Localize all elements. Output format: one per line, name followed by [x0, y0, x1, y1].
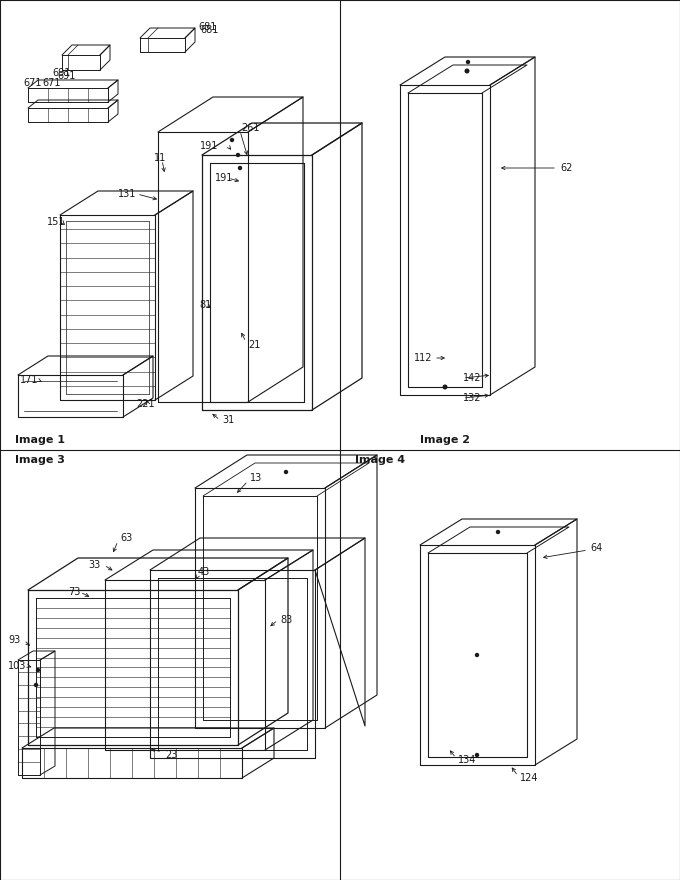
- Text: 103: 103: [8, 661, 27, 671]
- Text: 191: 191: [200, 141, 218, 151]
- Text: 681: 681: [200, 25, 218, 35]
- Text: 671: 671: [24, 78, 42, 88]
- Text: 171: 171: [20, 375, 39, 385]
- Text: 134: 134: [458, 755, 477, 765]
- Circle shape: [443, 385, 447, 389]
- Circle shape: [475, 753, 479, 757]
- Text: 21: 21: [248, 340, 260, 350]
- Text: 23: 23: [165, 750, 177, 760]
- Text: 64: 64: [590, 543, 602, 553]
- Text: 261: 261: [241, 123, 260, 133]
- Circle shape: [475, 654, 479, 656]
- Text: 73: 73: [68, 587, 80, 597]
- Text: 83: 83: [280, 615, 292, 625]
- Text: 62: 62: [560, 163, 573, 173]
- Circle shape: [496, 531, 500, 533]
- Circle shape: [37, 669, 39, 671]
- Text: 151: 151: [47, 217, 65, 227]
- Circle shape: [237, 153, 239, 157]
- Circle shape: [35, 684, 37, 686]
- Circle shape: [465, 70, 469, 73]
- Text: 13: 13: [250, 473, 262, 483]
- Text: 81: 81: [199, 300, 211, 310]
- Circle shape: [231, 138, 233, 142]
- Text: Image 1: Image 1: [15, 435, 65, 445]
- Text: 43: 43: [198, 567, 210, 577]
- Text: 112: 112: [413, 353, 432, 363]
- Text: 132: 132: [463, 393, 481, 403]
- Text: 124: 124: [520, 773, 539, 783]
- Circle shape: [239, 166, 241, 170]
- Text: 191: 191: [215, 173, 233, 183]
- Text: Image 4: Image 4: [355, 455, 405, 465]
- Text: Image 3: Image 3: [15, 455, 65, 465]
- Circle shape: [284, 471, 288, 473]
- Text: 93: 93: [8, 635, 20, 645]
- Circle shape: [466, 61, 469, 63]
- Text: 671: 671: [42, 78, 61, 88]
- Text: 142: 142: [463, 373, 481, 383]
- Text: Image 2: Image 2: [420, 435, 470, 445]
- Text: 63: 63: [120, 533, 132, 543]
- Text: 31: 31: [222, 415, 234, 425]
- Text: 33: 33: [88, 560, 100, 570]
- Text: 131: 131: [118, 189, 137, 199]
- Text: 11: 11: [154, 153, 166, 163]
- Text: 221: 221: [136, 399, 154, 409]
- Text: 691: 691: [57, 71, 75, 81]
- Text: 681: 681: [198, 22, 216, 32]
- Text: 691: 691: [52, 68, 70, 78]
